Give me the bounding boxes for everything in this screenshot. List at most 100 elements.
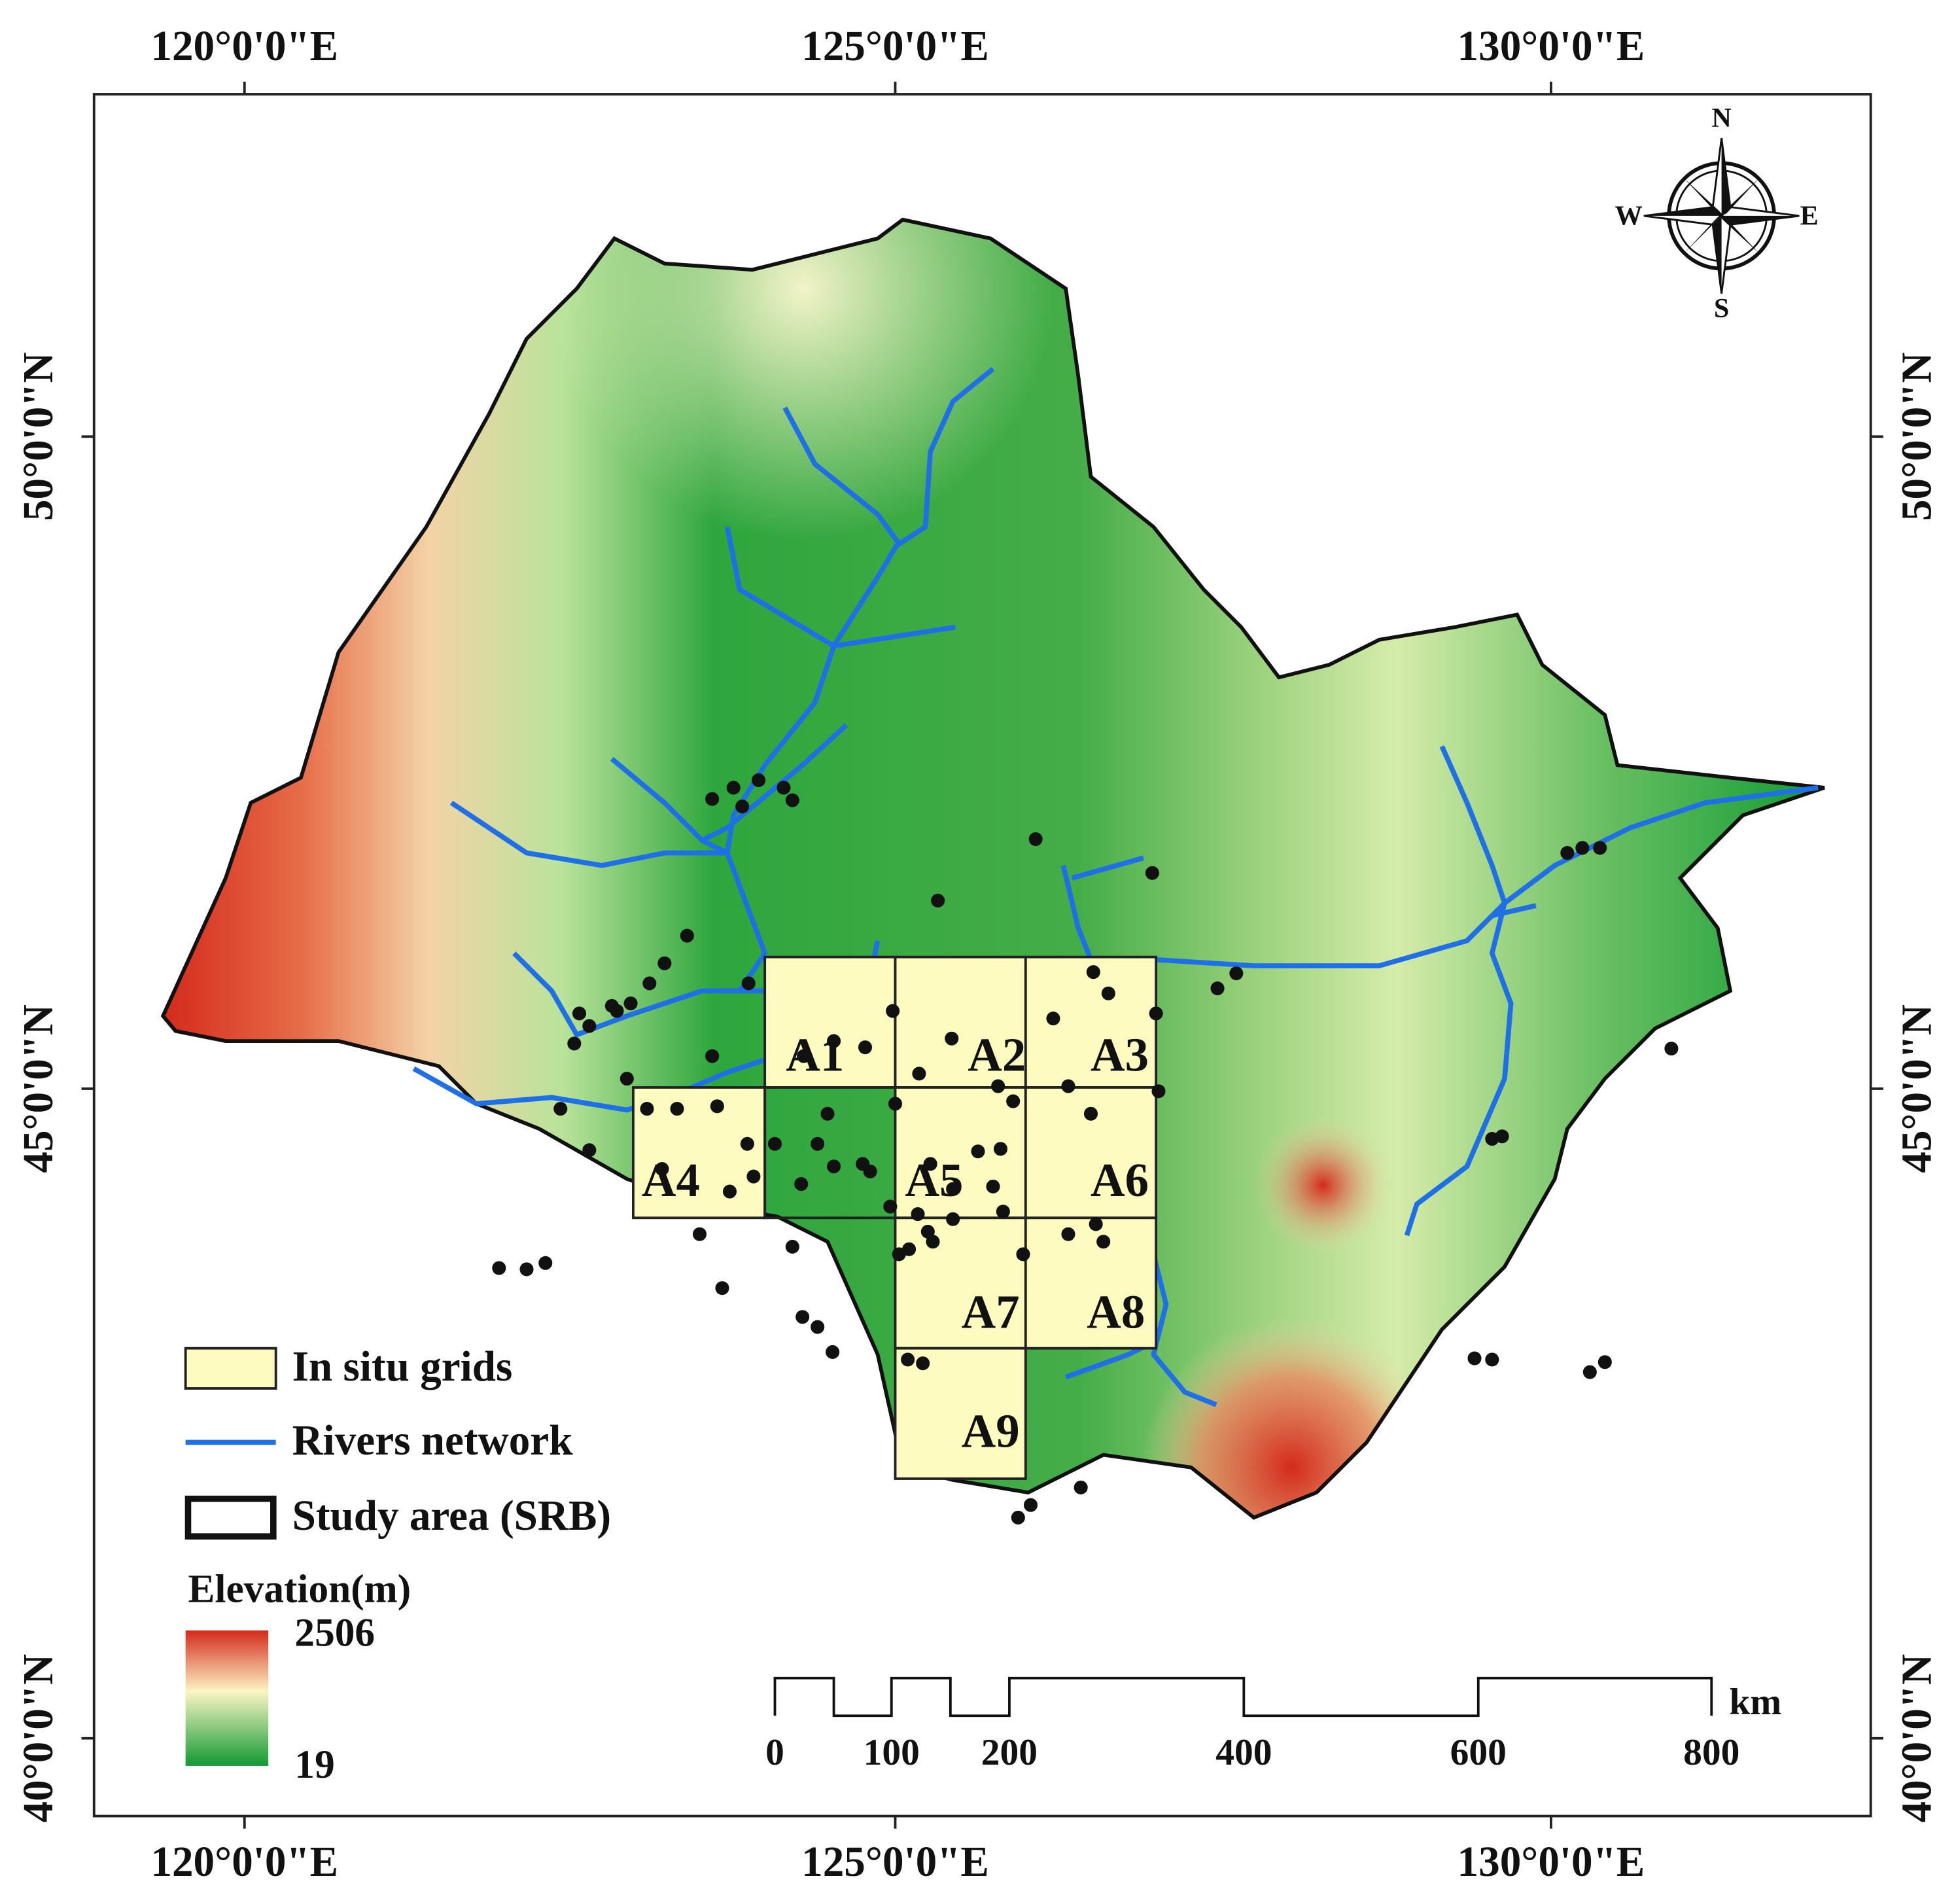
- legend-swatch-area: [184, 1495, 277, 1540]
- lon-label: 125°0'0"E: [801, 23, 989, 70]
- station-dot: [1083, 1106, 1098, 1121]
- station-dot: [655, 1162, 669, 1176]
- station-dot: [692, 1227, 707, 1241]
- station-dot: [1046, 1012, 1060, 1026]
- station-dot: [795, 1310, 810, 1324]
- station-dot: [945, 1031, 959, 1046]
- lat-label: 45°0'0"N: [1893, 1004, 1940, 1173]
- station-dot: [726, 781, 741, 795]
- station-dot: [912, 1067, 926, 1081]
- station-dot: [572, 1006, 587, 1021]
- station-dot: [553, 1102, 568, 1116]
- legend-label: In situ grids: [292, 1343, 513, 1390]
- station-dot: [567, 1036, 582, 1051]
- station-dot: [710, 1099, 724, 1114]
- station-dot: [911, 1207, 925, 1222]
- scale-label: 800: [1683, 1732, 1739, 1773]
- station-dot: [1086, 965, 1100, 979]
- scale-label: 0: [765, 1732, 784, 1773]
- station-dot: [1089, 1217, 1103, 1231]
- station-dot: [746, 1169, 761, 1184]
- scale-label: 600: [1450, 1732, 1507, 1773]
- station-dot: [888, 1097, 903, 1111]
- station-dot: [827, 1034, 841, 1048]
- grid-label: A8: [1087, 1285, 1145, 1338]
- scale-unit: km: [1729, 1682, 1781, 1723]
- station-dot: [1149, 1006, 1163, 1021]
- lat-label: 50°0'0"N: [1893, 352, 1940, 521]
- scale-label: 100: [864, 1732, 920, 1773]
- station-dot: [620, 1072, 634, 1086]
- station-dot: [735, 800, 750, 814]
- station-dot: [1582, 1365, 1597, 1379]
- station-dot: [923, 1157, 937, 1171]
- station-dot: [931, 893, 945, 908]
- station-dot: [1210, 981, 1225, 996]
- station-dot: [1023, 1498, 1038, 1512]
- station-dot: [670, 1102, 684, 1116]
- station-dot: [642, 976, 657, 991]
- station-dot: [892, 1247, 906, 1261]
- station-dot: [946, 1212, 960, 1226]
- station-dot: [1151, 1084, 1166, 1099]
- station-dot: [858, 1040, 873, 1055]
- station-dot: [752, 773, 766, 787]
- station-dot: [971, 1144, 985, 1159]
- station-dot: [492, 1261, 506, 1275]
- compass-w: W: [1615, 200, 1643, 231]
- grid-label: A2: [968, 1029, 1026, 1082]
- station-dot: [1664, 1042, 1679, 1056]
- lon-label: 125°0'0"E: [801, 1839, 989, 1886]
- legend-swatch-grid: [184, 1347, 277, 1390]
- station-dot: [986, 1179, 1000, 1193]
- lat-label: 45°0'0"N: [15, 1004, 62, 1173]
- station-dot: [1061, 1079, 1075, 1093]
- station-dot: [705, 792, 720, 806]
- station-dot: [610, 1004, 624, 1018]
- lon-label: 120°0'0"E: [150, 1839, 338, 1886]
- station-dot: [991, 1079, 1005, 1093]
- station-dot: [1229, 966, 1244, 981]
- stations: [492, 773, 1679, 1525]
- station-dot: [1016, 1247, 1030, 1261]
- station-dot: [886, 1004, 900, 1018]
- station-dot: [582, 1019, 597, 1033]
- elevation-min: 19: [294, 1742, 334, 1787]
- elevation-title: Elevation(m): [188, 1566, 411, 1611]
- lon-label: 130°0'0"E: [1458, 23, 1645, 70]
- station-dot: [1101, 986, 1115, 1000]
- scale-label: 400: [1215, 1732, 1272, 1773]
- station-dot: [1028, 832, 1043, 847]
- station-dot: [519, 1262, 534, 1277]
- station-dot: [811, 1137, 825, 1151]
- grid-label: A3: [1091, 1029, 1149, 1082]
- compass-s: S: [1714, 293, 1729, 324]
- station-dot: [623, 996, 638, 1011]
- station-dot: [657, 956, 672, 970]
- station-dot: [1467, 1351, 1482, 1366]
- station-dot: [767, 1137, 782, 1151]
- grid-labels: A1 A2 A3 A4 A5 A6 A7 A8 A9: [642, 1029, 1149, 1458]
- station-dot: [705, 1049, 720, 1063]
- station-dot: [1006, 1094, 1021, 1108]
- station-dot: [863, 1164, 877, 1178]
- station-dot: [1145, 866, 1159, 880]
- station-dot: [794, 1177, 809, 1191]
- grid-label: A5: [905, 1154, 963, 1207]
- grid-label: A9: [962, 1405, 1020, 1458]
- legend-label: Rivers network: [292, 1417, 574, 1464]
- station-dot: [1598, 1355, 1612, 1369]
- scale-label: 200: [981, 1732, 1038, 1773]
- station-dot: [901, 1352, 915, 1367]
- elevation-max: 2506: [294, 1611, 375, 1655]
- station-dot: [1096, 1235, 1111, 1249]
- station-dot: [785, 793, 799, 807]
- station-dot: [827, 1159, 841, 1174]
- station-dot: [582, 1143, 597, 1157]
- elevation-ramp: [185, 1630, 269, 1766]
- legend: In situ grids Rivers network Study area …: [184, 1343, 611, 1787]
- lat-label: 40°0'0"N: [15, 1654, 62, 1823]
- station-dot: [1074, 1480, 1088, 1494]
- station-dot: [916, 1356, 930, 1371]
- grid-label: A7: [962, 1285, 1020, 1338]
